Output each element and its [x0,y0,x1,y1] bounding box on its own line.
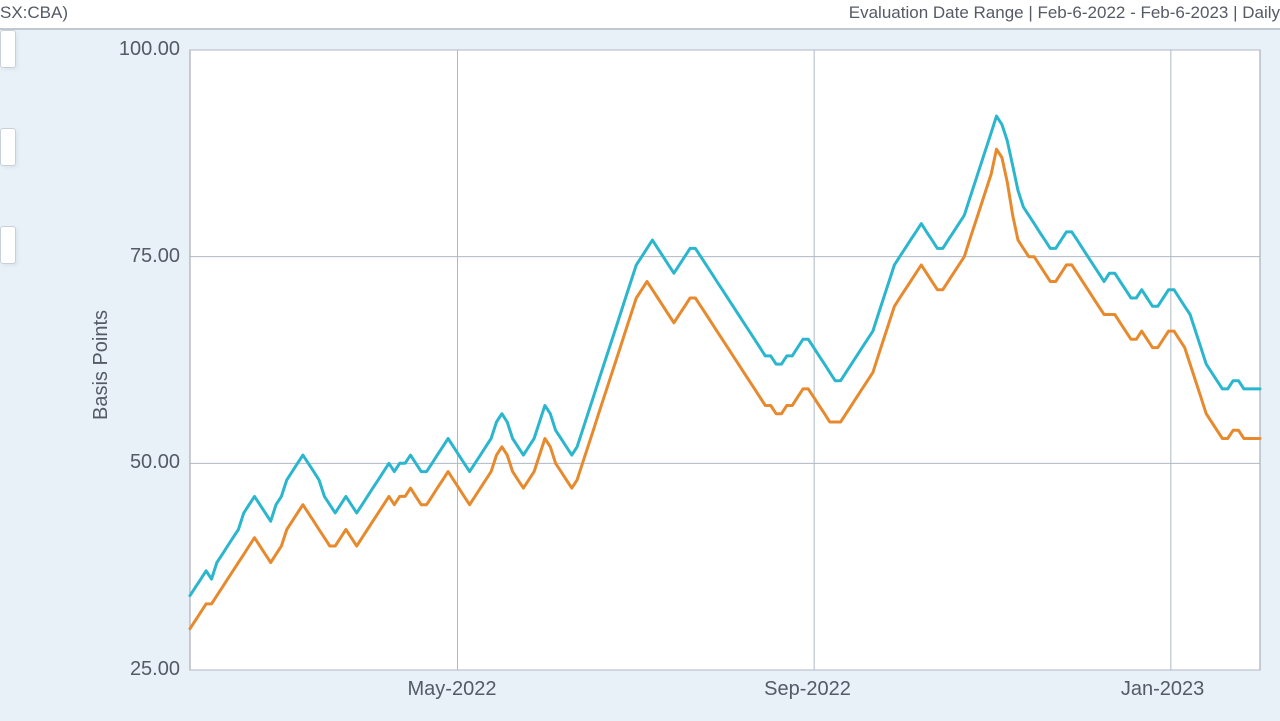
date-range-label: Evaluation Date Range | Feb-6-2022 - Feb… [849,3,1280,23]
y-tick-label: 25.00 [130,658,180,681]
y-tick-label: 50.00 [130,451,180,474]
side-tab-3[interactable] [0,226,16,264]
side-tab-1[interactable] [0,30,16,68]
y-axis-title: Basis Points [90,310,113,420]
line-chart [30,30,1272,713]
x-tick-label: Jan-2023 [1121,678,1204,701]
app-window: SX:CBA) Evaluation Date Range | Feb-6-20… [0,0,1280,721]
ticker-label: SX:CBA) [0,3,68,23]
x-tick-label: May-2022 [408,678,497,701]
chart-region: Basis Points 25.00 50.00 75.00 100.00 May-20… [30,30,1272,713]
y-tick-label: 75.00 [130,245,180,268]
x-tick-label: Sep-2022 [764,678,851,701]
y-tick-label: 100.00 [119,38,180,61]
left-panel-tabs [0,30,16,324]
side-tab-2[interactable] [0,128,16,166]
header-bar: SX:CBA) Evaluation Date Range | Feb-6-20… [0,0,1280,30]
